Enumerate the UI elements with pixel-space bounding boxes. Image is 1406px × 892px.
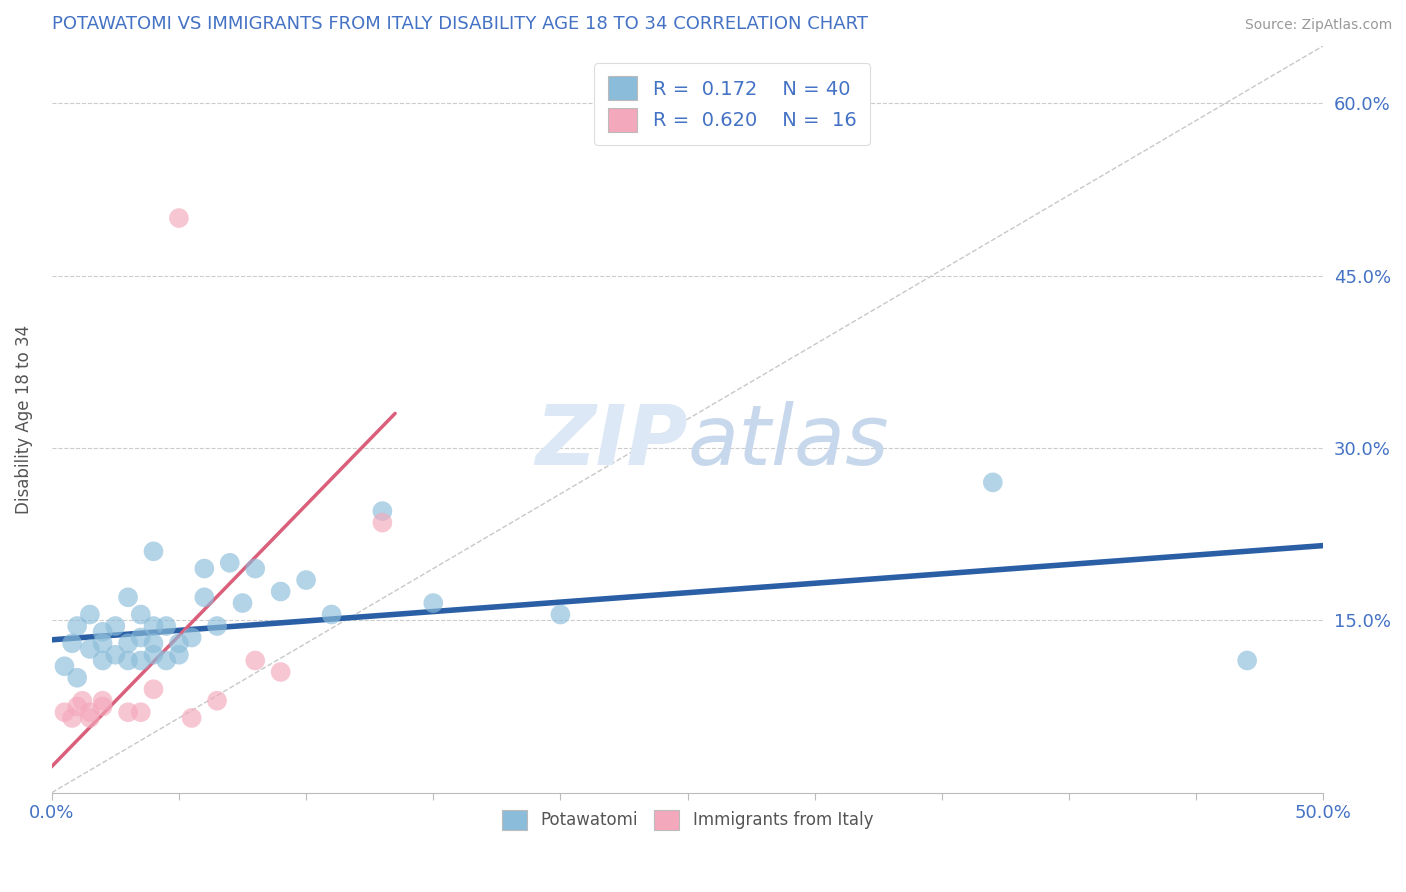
Point	[245, 561, 267, 575]
Point	[60, 636, 83, 650]
Point	[129, 705, 152, 719]
Point	[129, 631, 152, 645]
Point	[117, 653, 139, 667]
Point	[117, 705, 139, 719]
Point	[167, 211, 190, 225]
Point	[155, 653, 177, 667]
Point	[270, 665, 292, 679]
Point	[142, 544, 165, 558]
Point	[193, 591, 215, 605]
Point	[205, 694, 228, 708]
Point	[66, 671, 89, 685]
Text: POTAWATOMI VS IMMIGRANTS FROM ITALY DISABILITY AGE 18 TO 34 CORRELATION CHART: POTAWATOMI VS IMMIGRANTS FROM ITALY DISA…	[52, 15, 868, 33]
Point	[66, 699, 89, 714]
Point	[129, 607, 152, 622]
Point	[371, 516, 394, 530]
Point	[371, 504, 394, 518]
Point	[53, 705, 76, 719]
Point	[91, 624, 114, 639]
Legend: Potawatomi, Immigrants from Italy: Potawatomi, Immigrants from Italy	[495, 803, 880, 837]
Text: atlas: atlas	[688, 401, 889, 482]
Point	[550, 607, 572, 622]
Text: ZIP: ZIP	[534, 401, 688, 482]
Point	[193, 561, 215, 575]
Point	[981, 475, 1004, 490]
Point	[321, 607, 343, 622]
Point	[79, 705, 101, 719]
Point	[53, 659, 76, 673]
Point	[129, 653, 152, 667]
Point	[1236, 653, 1258, 667]
Point	[142, 619, 165, 633]
Point	[142, 636, 165, 650]
Point	[117, 591, 139, 605]
Point	[142, 648, 165, 662]
Point	[91, 636, 114, 650]
Point	[91, 653, 114, 667]
Text: Source: ZipAtlas.com: Source: ZipAtlas.com	[1244, 18, 1392, 32]
Point	[205, 619, 228, 633]
Point	[180, 631, 202, 645]
Point	[295, 573, 318, 587]
Point	[72, 694, 94, 708]
Y-axis label: Disability Age 18 to 34: Disability Age 18 to 34	[15, 325, 32, 514]
Point	[231, 596, 253, 610]
Point	[91, 699, 114, 714]
Point	[60, 711, 83, 725]
Point	[167, 648, 190, 662]
Point	[180, 711, 202, 725]
Point	[79, 711, 101, 725]
Point	[167, 636, 190, 650]
Point	[270, 584, 292, 599]
Point	[422, 596, 444, 610]
Point	[104, 648, 127, 662]
Point	[79, 607, 101, 622]
Point	[91, 694, 114, 708]
Point	[117, 636, 139, 650]
Point	[142, 682, 165, 697]
Point	[245, 653, 267, 667]
Point	[79, 642, 101, 657]
Point	[66, 619, 89, 633]
Point	[155, 619, 177, 633]
Point	[104, 619, 127, 633]
Point	[218, 556, 240, 570]
